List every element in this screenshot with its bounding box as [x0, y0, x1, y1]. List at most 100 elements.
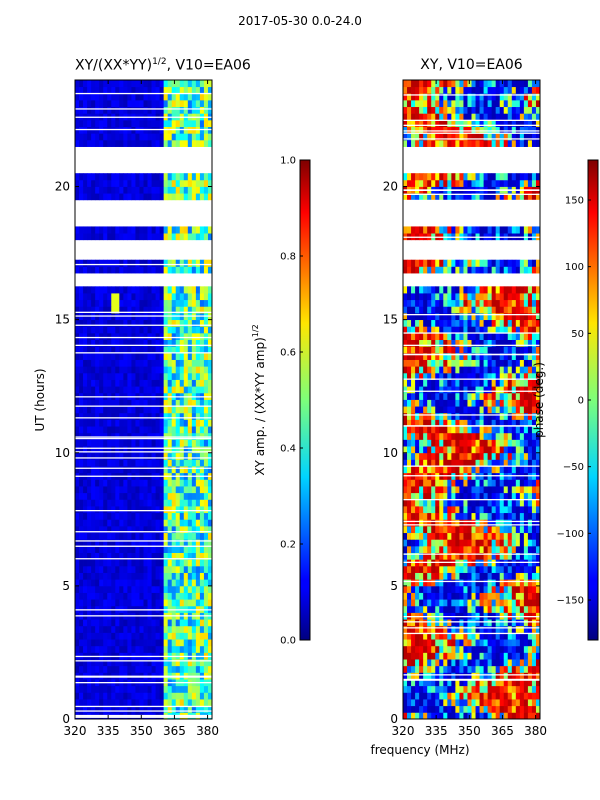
heatmap-cell — [75, 233, 80, 241]
heatmap-cell — [199, 359, 205, 367]
heatmap-cell — [431, 332, 436, 340]
heatmap-cell — [195, 692, 201, 700]
heatmap-cell — [95, 399, 100, 407]
heatmap-cell — [463, 512, 468, 520]
y-tick-label: 0 — [62, 712, 70, 726]
heatmap-cell — [531, 486, 537, 494]
heatmap-cell — [207, 645, 213, 653]
heatmap-cell — [87, 406, 92, 414]
heatmap-cell — [183, 139, 189, 147]
heatmap-cell — [135, 432, 140, 440]
heatmap-cell — [419, 599, 424, 607]
heatmap-cell — [463, 412, 468, 420]
heatmap-cell — [491, 406, 497, 414]
heatmap-cell — [87, 645, 92, 653]
heatmap-cell — [159, 306, 165, 314]
heatmap-cell — [103, 339, 108, 347]
heatmap-cell — [111, 439, 116, 447]
heatmap-cell — [459, 446, 464, 454]
heatmap-cell — [427, 406, 432, 414]
heatmap-cell — [511, 319, 517, 327]
heatmap-cell — [87, 412, 92, 420]
heatmap-cell — [79, 532, 84, 540]
heatmap-cell — [523, 625, 529, 633]
heatmap-cell — [75, 525, 80, 534]
heatmap-cell — [175, 366, 181, 374]
heatmap-cell — [87, 186, 92, 194]
heatmap-cell — [75, 293, 80, 301]
heatmap-cell — [143, 705, 148, 713]
heatmap-cell — [451, 312, 456, 321]
heatmap-cell — [175, 506, 181, 514]
heatmap-cell — [175, 592, 181, 600]
heatmap-cell — [131, 466, 136, 474]
heatmap-cell — [151, 439, 156, 447]
heatmap-cell — [75, 532, 80, 540]
heatmap-cell — [139, 619, 144, 627]
heatmap-cell — [431, 319, 436, 327]
heatmap-cell — [151, 193, 156, 201]
heatmap-cell — [111, 133, 116, 141]
heatmap-cell — [495, 372, 501, 380]
heatmap-cell — [195, 299, 201, 307]
heatmap-cell — [471, 712, 476, 720]
heatmap-cell — [535, 326, 541, 334]
heatmap-cell — [519, 685, 525, 693]
heatmap-cell — [147, 339, 152, 347]
heatmap-cell — [475, 406, 480, 414]
heatmap-cell — [435, 685, 440, 693]
heatmap-cell — [119, 545, 124, 553]
heatmap-cell — [427, 625, 432, 633]
heatmap-cell — [139, 372, 144, 380]
heatmap-cell — [511, 585, 517, 593]
heatmap-cell — [191, 579, 197, 587]
heatmap-cell — [407, 479, 412, 487]
heatmap-cell — [103, 372, 108, 380]
heatmap-cell — [451, 446, 456, 454]
heatmap-cell — [119, 426, 124, 434]
heatmap-cell — [87, 479, 92, 487]
heatmap-cell — [515, 412, 521, 420]
heatmap-cell — [87, 419, 92, 427]
heatmap-cell — [423, 605, 428, 613]
heatmap-cell — [535, 506, 541, 514]
heatmap-cell — [531, 519, 537, 527]
heatmap-cell — [75, 299, 80, 307]
heatmap-cell — [427, 332, 432, 340]
heatmap-cell — [91, 352, 96, 360]
heatmap-cell — [155, 306, 161, 314]
heatmap-cell — [171, 592, 177, 600]
heatmap-cell — [407, 645, 412, 653]
heatmap-cell — [107, 226, 112, 234]
heatmap-cell — [419, 486, 424, 494]
heatmap-cell — [443, 712, 448, 720]
heatmap-cell — [75, 459, 80, 467]
heatmap-cell — [531, 552, 537, 560]
heatmap-cell — [139, 352, 144, 360]
heatmap-cell — [151, 499, 156, 507]
heatmap-cell — [439, 692, 444, 700]
heatmap-cell — [131, 332, 136, 340]
heatmap-cell — [199, 366, 205, 374]
heatmap-cell — [439, 712, 444, 720]
heatmap-cell — [183, 459, 189, 467]
heatmap-cell — [455, 545, 460, 553]
heatmap-cell — [135, 532, 140, 540]
heatmap-cell — [159, 705, 165, 713]
heatmap-cell — [139, 319, 144, 327]
heatmap-cell — [515, 506, 521, 514]
heatmap-cell — [147, 699, 152, 707]
heatmap-cell — [479, 392, 484, 400]
heatmap-cell — [455, 712, 460, 720]
heatmap-cell — [79, 352, 84, 360]
heatmap-cell — [195, 552, 201, 560]
heatmap-cell — [407, 652, 412, 660]
heatmap-cell — [183, 525, 189, 534]
heatmap-cell — [151, 466, 156, 474]
heatmap-cell — [415, 332, 420, 340]
heatmap-cell — [163, 233, 169, 241]
heatmap-cell — [407, 599, 412, 607]
heatmap-cell — [163, 539, 169, 547]
heatmap-cell — [207, 332, 213, 340]
heatmap-cell — [479, 619, 484, 627]
